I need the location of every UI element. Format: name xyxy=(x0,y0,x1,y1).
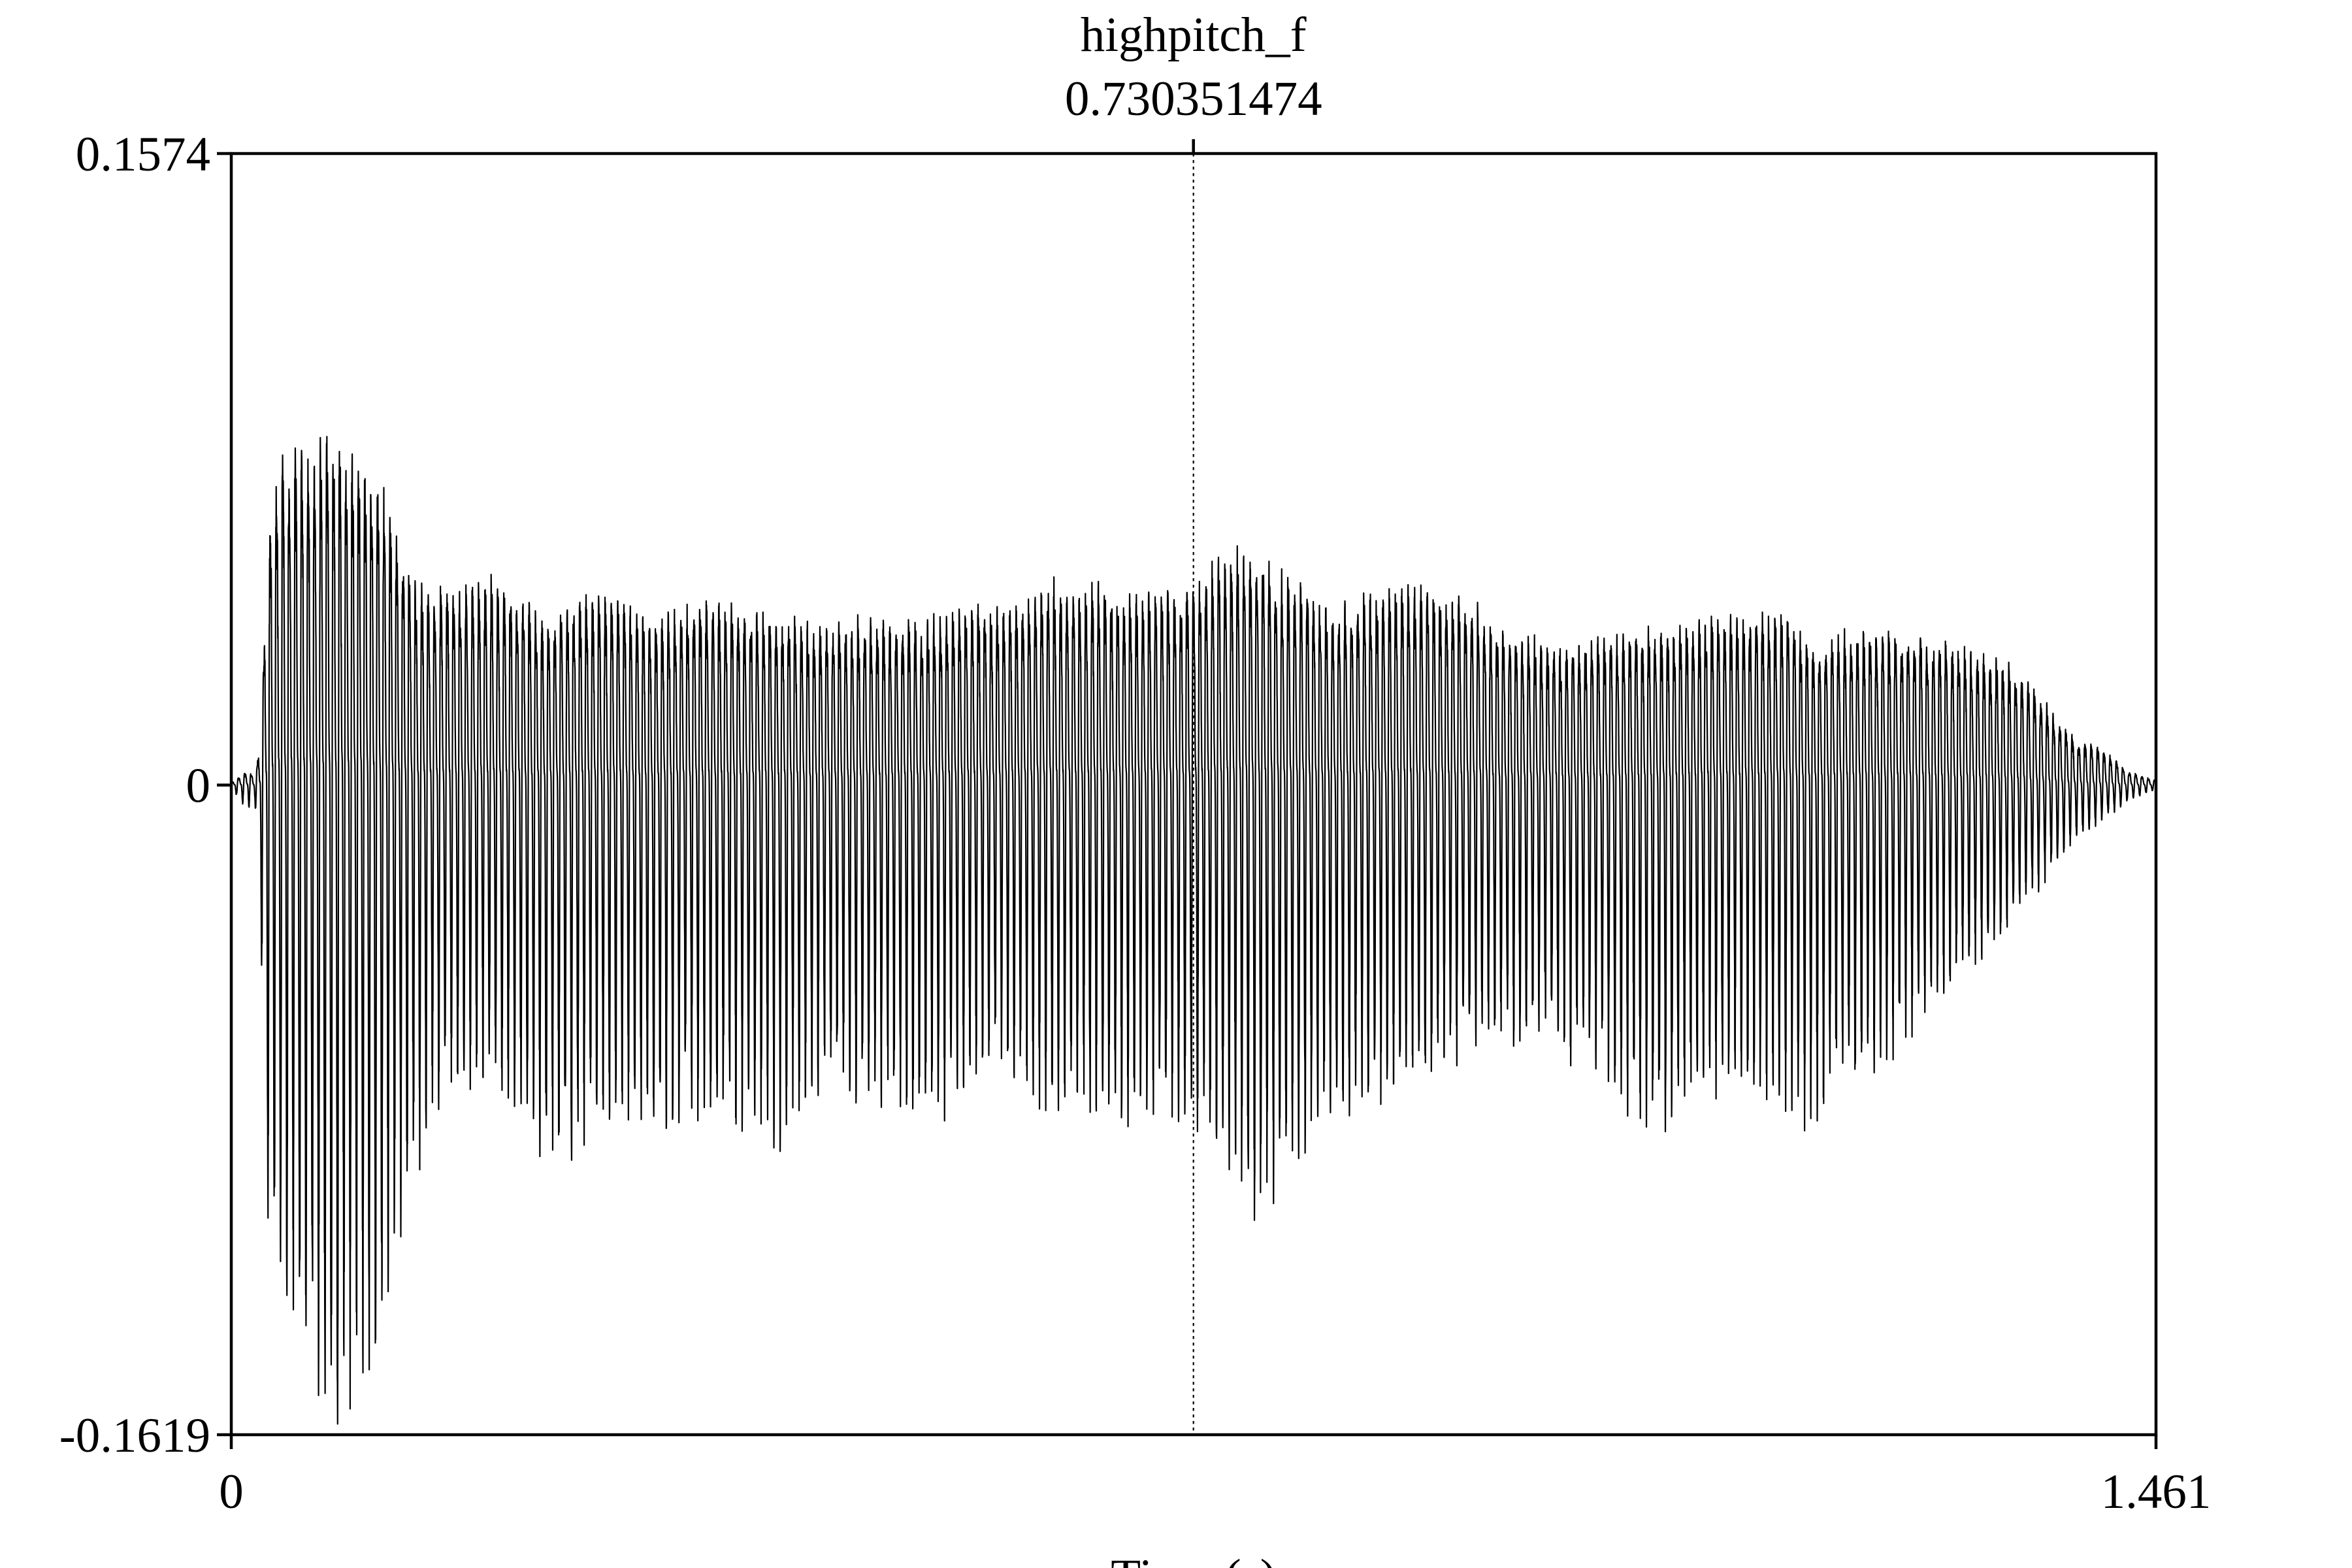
y-tick-label-min: -0.1619 xyxy=(59,1409,210,1463)
waveform-series xyxy=(230,436,2157,1425)
cursor-time-label: 0.730351474 xyxy=(1065,72,1322,126)
waveform-trace xyxy=(230,436,2157,1425)
x-tick-label-start: 0 xyxy=(219,1465,244,1519)
chart-title: highpitch_f xyxy=(1081,8,1307,62)
y-tick-label-max: 0.1574 xyxy=(76,127,210,182)
x-axis-title: Time (s) xyxy=(1111,1550,1277,1568)
plot-frame xyxy=(229,152,2158,1437)
x-tick-label-end: 1.461 xyxy=(2101,1465,2212,1519)
y-tick-label-zero: 0 xyxy=(186,759,211,813)
